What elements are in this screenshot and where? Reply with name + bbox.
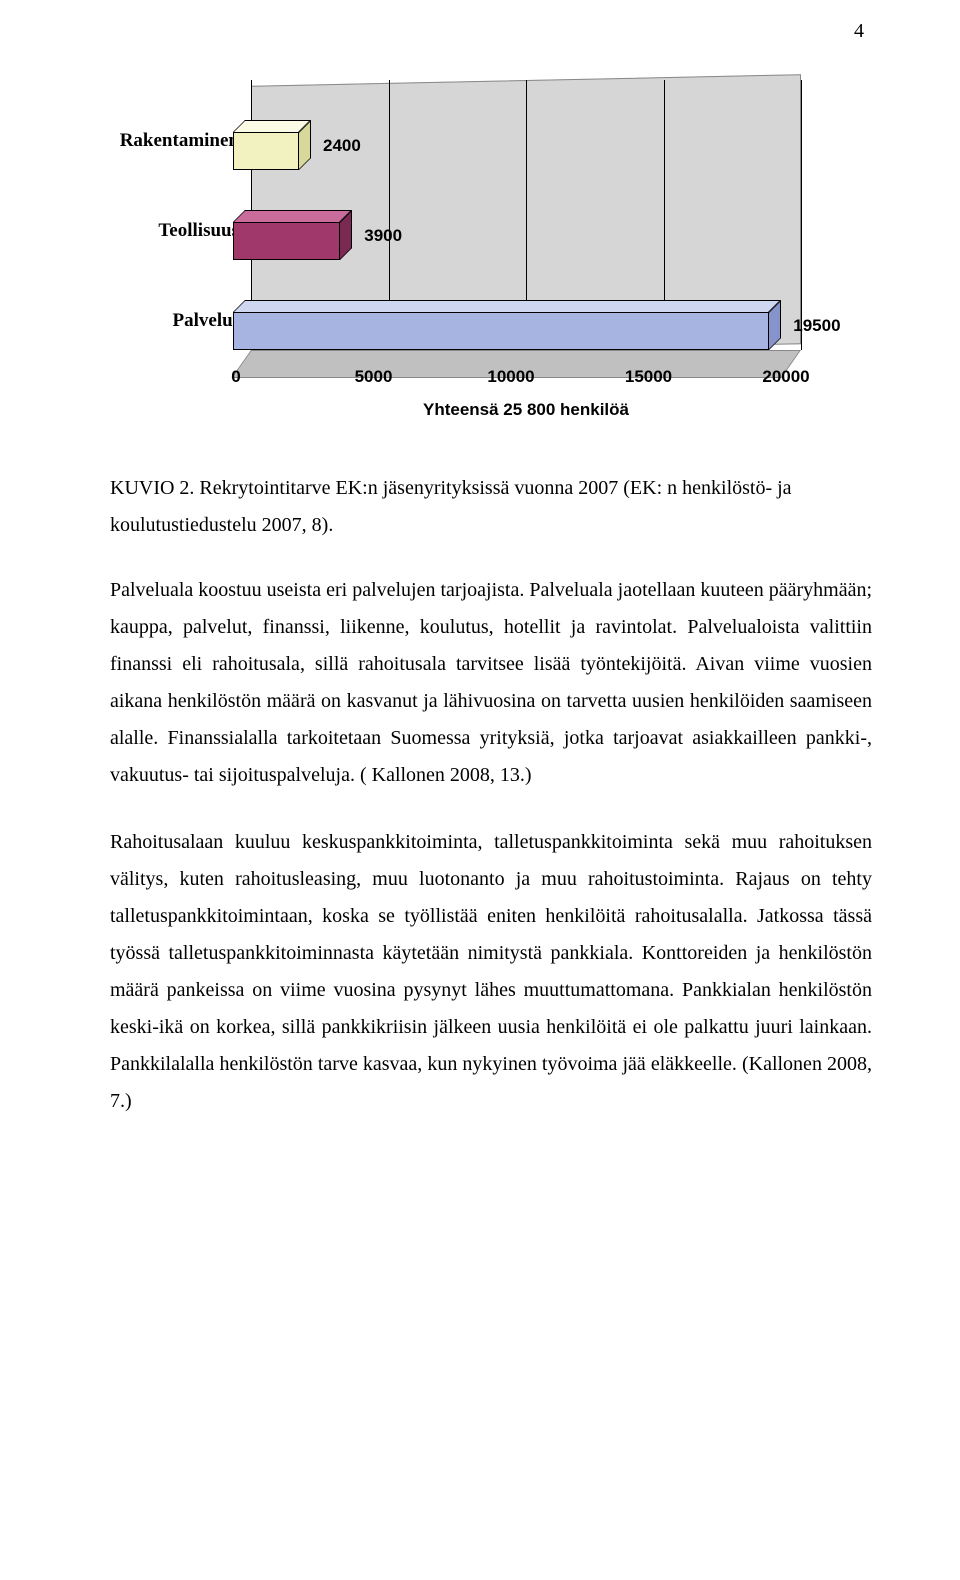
figure-caption: KUVIO 2. Rekrytointitarve EK:n jäsenyrit… bbox=[110, 470, 872, 544]
body-paragraph-2: Rahoitusalaan kuuluu keskuspankkitoimint… bbox=[110, 824, 872, 1120]
bar-value-label: 3900 bbox=[364, 226, 402, 246]
body-paragraph-1: Palveluala koostuu useista eri palveluje… bbox=[110, 572, 872, 794]
x-tick-label: 10000 bbox=[481, 367, 541, 387]
category-label: Palvelut bbox=[111, 310, 239, 332]
bar-value-label: 2400 bbox=[323, 136, 361, 156]
category-label: Rakentaminen bbox=[111, 130, 239, 152]
chart-gridline bbox=[801, 80, 802, 350]
x-tick-label: 0 bbox=[206, 367, 266, 387]
x-tick-label: 20000 bbox=[756, 367, 816, 387]
chart-container: Yhteensä 25 800 henkilöä 0 5000 10000 15000… bbox=[110, 80, 872, 450]
page-number: 4 bbox=[854, 20, 864, 43]
bar-value-label: 19500 bbox=[793, 316, 840, 336]
x-axis-title: Yhteensä 25 800 henkilöä bbox=[251, 400, 801, 420]
category-label: Teollisuus bbox=[111, 220, 239, 242]
x-tick-label: 5000 bbox=[344, 367, 404, 387]
x-tick-label: 15000 bbox=[619, 367, 679, 387]
bar-chart-3d: Yhteensä 25 800 henkilöä 0 5000 10000 15000… bbox=[111, 80, 871, 450]
